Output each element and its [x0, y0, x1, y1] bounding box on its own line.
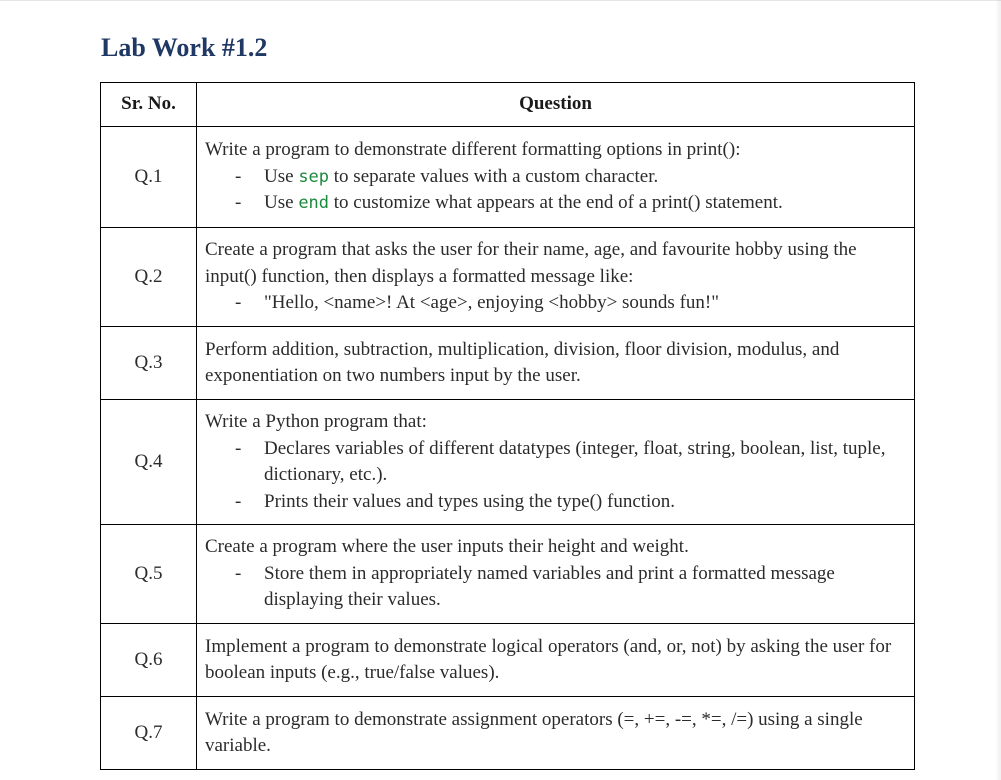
- question-cell: Create a program where the user inputs t…: [196, 524, 915, 624]
- bullet-item: Declares variables of different datatype…: [235, 436, 906, 489]
- bullet-item: Store them in appropriately named variab…: [235, 561, 906, 614]
- question-text: Perform addition, subtraction, multiplic…: [205, 338, 840, 387]
- question-bullets: Declares variables of different datatype…: [205, 436, 906, 516]
- bullet-text: to customize what appears at the end of …: [329, 192, 783, 214]
- row-number: Q.1: [100, 126, 197, 228]
- row-number: Q.6: [100, 623, 197, 697]
- question-bullets: Use sep to separate values with a custom…: [205, 164, 906, 217]
- page-top-border: [0, 0, 1001, 1]
- header-sr-no: Sr. No.: [100, 82, 197, 127]
- question-cell: Create a program that asks the user for …: [196, 227, 915, 327]
- table-row: Q.6 Implement a program to demonstrate l…: [100, 623, 915, 697]
- code-keyword-end: end: [298, 193, 330, 214]
- bullet-text: to separate values with a custom charact…: [329, 165, 659, 187]
- question-cell: Write a Python program that: Declares va…: [196, 399, 915, 525]
- question-text: Write a program to demonstrate different…: [205, 139, 741, 161]
- question-cell: Write a program to demonstrate assignmen…: [196, 696, 915, 770]
- table-row: Q.7 Write a program to demonstrate assig…: [100, 696, 915, 770]
- row-number: Q.7: [100, 696, 197, 770]
- bullet-item: Use end to customize what appears at the…: [235, 190, 906, 217]
- question-text: Create a program that asks the user for …: [205, 239, 857, 287]
- question-bullets: "Hello, <name>! At <age>, enjoying <hobb…: [205, 290, 906, 317]
- table-row: Q.4 Write a Python program that: Declare…: [100, 399, 915, 525]
- question-text: Write a program to demonstrate assignmen…: [205, 708, 863, 757]
- page-edge-shadow: [995, 0, 1001, 780]
- header-question: Question: [196, 82, 915, 127]
- questions-table: Sr. No. Question Q.1 Write a program to …: [100, 82, 915, 770]
- bullet-item: Prints their values and types using the …: [235, 489, 906, 516]
- row-number: Q.4: [100, 399, 197, 525]
- question-bullets: Store them in appropriately named variab…: [205, 561, 906, 614]
- row-number: Q.3: [100, 326, 197, 400]
- table-row: Q.3 Perform addition, subtraction, multi…: [100, 326, 915, 400]
- question-cell: Write a program to demonstrate different…: [196, 126, 915, 228]
- bullet-item: "Hello, <name>! At <age>, enjoying <hobb…: [235, 290, 906, 317]
- bullet-text: Use: [264, 165, 299, 187]
- question-text: Write a Python program that:: [205, 411, 427, 432]
- question-cell: Implement a program to demonstrate logic…: [196, 623, 915, 697]
- question-cell: Perform addition, subtraction, multiplic…: [196, 326, 915, 400]
- question-text: Implement a program to demonstrate logic…: [205, 635, 892, 684]
- table-row: Q.5 Create a program where the user inpu…: [100, 524, 915, 624]
- table-row: Q.1 Write a program to demonstrate diffe…: [100, 126, 915, 228]
- question-text: Create a program where the user inputs t…: [205, 536, 689, 558]
- page-title: Lab Work #1.2: [101, 33, 268, 62]
- row-number: Q.2: [100, 227, 197, 327]
- table-row: Q.2 Create a program that asks the user …: [100, 227, 915, 327]
- bullet-item: Use sep to separate values with a custom…: [235, 164, 906, 191]
- code-keyword-sep: sep: [298, 166, 330, 187]
- row-number: Q.5: [100, 524, 197, 624]
- table-header-row: Sr. No. Question: [100, 82, 915, 127]
- bullet-text: Use: [264, 192, 299, 214]
